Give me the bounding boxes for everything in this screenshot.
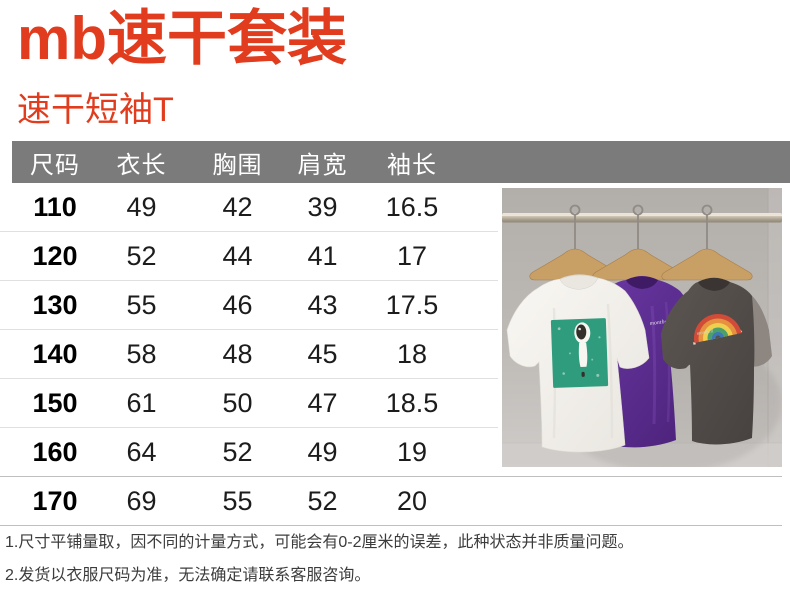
cell-length: 52: [126, 240, 157, 271]
row-divider: [0, 231, 498, 232]
cell-length: 69: [126, 485, 157, 516]
row-divider: [0, 476, 782, 477]
cell-shoulder: 41: [307, 240, 338, 271]
row-divider: [0, 329, 498, 330]
row-divider: [0, 378, 498, 379]
col-header-length: 衣长: [116, 151, 167, 179]
table-row: 120 52 44 41 17: [0, 232, 790, 280]
table-row: 160 64 52 49 19: [0, 428, 790, 476]
cell-chest: 48: [222, 338, 253, 369]
cell-size: 150: [32, 387, 78, 418]
col-header-sleeve: 袖长: [387, 151, 437, 179]
cell-chest: 52: [222, 436, 253, 467]
cell-sleeve: 17.5: [385, 289, 439, 320]
table-row: 130 55 46 43 17.5: [0, 281, 790, 329]
tshirts-photo-illustration: montbell montbell: [502, 188, 782, 467]
cell-length: 58: [126, 338, 157, 369]
cell-length: 61: [126, 387, 157, 418]
row-divider: [0, 427, 498, 428]
gray-shirt-brand-print: montbell: [696, 329, 714, 337]
cell-shoulder: 52: [307, 485, 338, 516]
green-spoon-print: [550, 318, 609, 388]
section-subtitle: 速干短袖T: [17, 91, 174, 129]
clothes-rail: [502, 213, 782, 223]
cell-sleeve: 20: [396, 485, 428, 516]
cell-sleeve: 19: [396, 436, 428, 467]
product-photo: montbell montbell: [502, 188, 782, 467]
purple-shirt-brand-print: montbell: [650, 318, 672, 327]
cell-chest: 50: [222, 387, 253, 418]
white-tshirt: [506, 274, 650, 453]
cell-chest: 42: [222, 191, 253, 222]
wooden-hangers: [529, 248, 753, 281]
col-header-shoulder: 肩宽: [297, 151, 348, 179]
cell-shoulder: 47: [307, 387, 338, 418]
cell-shoulder: 49: [307, 436, 338, 467]
cell-sleeve: 16.5: [385, 191, 439, 222]
cell-length: 49: [126, 191, 157, 222]
cell-size: 120: [32, 240, 78, 271]
col-header-size: 尺码: [30, 151, 80, 179]
rainbow-print: [693, 314, 744, 345]
cell-length: 64: [126, 436, 157, 467]
hanger-hooks: [569, 204, 713, 252]
cell-chest: 55: [222, 485, 253, 516]
cell-size: 140: [32, 338, 78, 369]
size-table-body: 110 49 42 39 16.5 120 52 44 41 17 130 55…: [0, 183, 790, 526]
cell-size: 110: [33, 191, 77, 222]
gray-tshirt: montbell: [661, 277, 772, 445]
cell-shoulder: 43: [307, 289, 338, 320]
cell-length: 55: [126, 289, 157, 320]
cell-shoulder: 39: [307, 191, 338, 222]
size-table-header: 尺码 衣长 胸围 肩宽 袖长: [12, 141, 790, 183]
row-divider: [0, 525, 782, 526]
cell-shoulder: 45: [307, 338, 338, 369]
page-title: mb速干套装: [17, 5, 347, 72]
col-header-chest: 胸围: [212, 151, 263, 179]
footnote-2: 2.发货以衣服尺码为准，无法确定请联系客服咨询。: [5, 567, 371, 584]
cell-chest: 44: [222, 240, 253, 271]
table-row: 170 69 55 52 20: [0, 477, 790, 525]
table-row: 110 49 42 39 16.5: [0, 183, 790, 231]
cell-size: 130: [32, 289, 78, 320]
row-divider: [0, 280, 498, 281]
cell-chest: 46: [222, 289, 253, 320]
table-row: 140 58 48 45 18: [0, 330, 790, 378]
cell-sleeve: 18.5: [385, 387, 439, 418]
cell-size: 170: [32, 485, 78, 516]
cell-sleeve: 18: [396, 338, 428, 369]
footnotes: 1.尺寸平铺量取，因不同的计量方式，可能会有0-2厘米的误差，此种状态并非质量问…: [5, 526, 775, 592]
cell-sleeve: 17: [396, 240, 428, 271]
cell-size: 160: [32, 436, 78, 467]
table-row: 150 61 50 47 18.5: [0, 379, 790, 427]
footnote-1: 1.尺寸平铺量取，因不同的计量方式，可能会有0-2厘米的误差，此种状态并非质量问…: [5, 534, 634, 551]
